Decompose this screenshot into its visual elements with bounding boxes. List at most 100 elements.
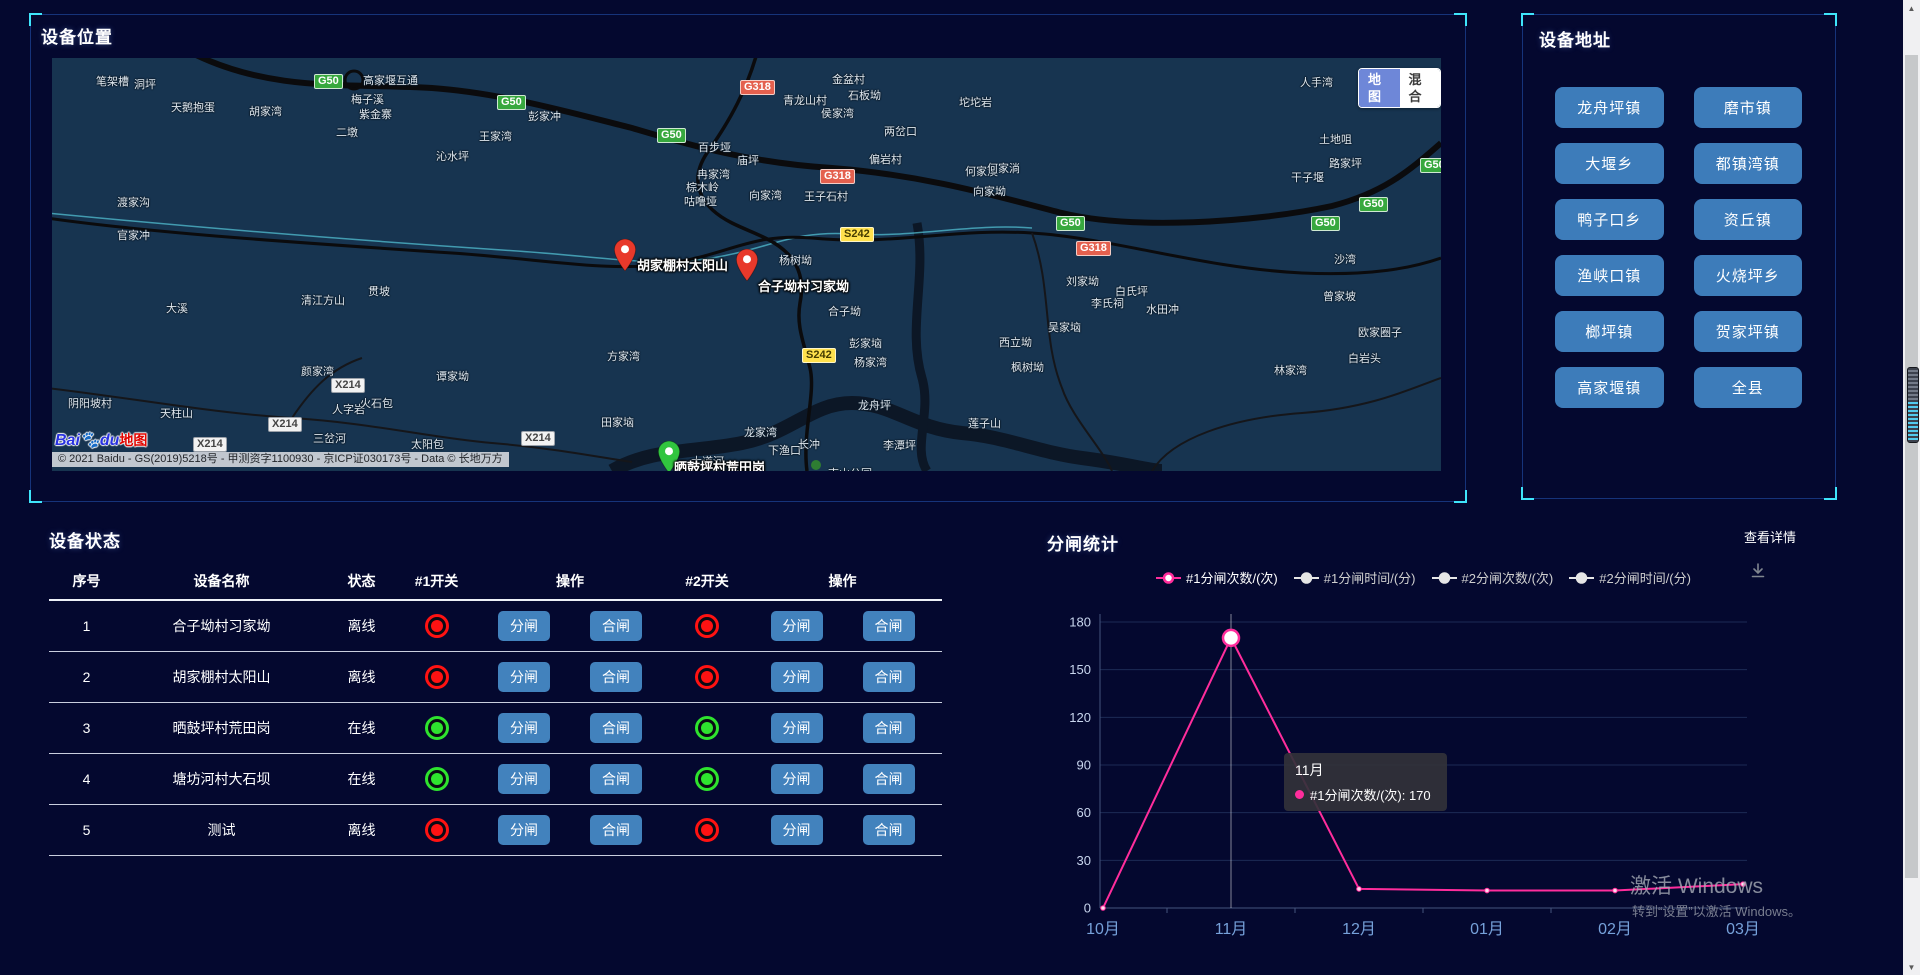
baidu-logo: Bai🐾du地图: [55, 430, 147, 450]
row-index: 3: [82, 720, 91, 736]
table-header-row: 序号 设备名称 状态 #1开关 操作 #2开关 操作: [49, 563, 942, 601]
operation2-cell: 分闸 合闸: [743, 611, 942, 641]
map-place-label: 偏岩村: [869, 154, 902, 166]
map-marker-pin[interactable]: [657, 440, 681, 471]
road-badge: X214: [268, 417, 302, 432]
road-badge: S242: [840, 227, 874, 242]
map-place-label: 百步垭: [698, 142, 731, 154]
legend-item[interactable]: #1分闸次数/(次): [1156, 568, 1278, 587]
column-header: 序号: [72, 573, 101, 589]
map-place-label: 杨树坳: [779, 255, 812, 267]
svg-text:150: 150: [1069, 662, 1091, 677]
close-switch-button[interactable]: 合闸: [862, 815, 915, 845]
open-switch-button[interactable]: 分闸: [498, 815, 550, 845]
device-address-panel: 设备地址 龙舟坪镇 磨市镇 大堰乡 都镇湾镇 鸭子口乡 资丘镇 渔峡口镇 火烧坪乡 榔坪镇 贺家坪…: [1521, 13, 1837, 500]
legend-item[interactable]: #2分闸次数/(次): [1431, 568, 1553, 587]
legend-item[interactable]: #2分闸时间/(分): [1569, 568, 1691, 587]
address-town-button[interactable]: 榔坪镇: [1555, 311, 1664, 352]
close-switch-button[interactable]: 合闸: [590, 611, 642, 641]
scrollbar-thumb[interactable]: [1905, 55, 1918, 878]
address-town-button[interactable]: 全县: [1693, 367, 1802, 408]
device-status: 离线: [347, 669, 376, 685]
open-switch-button[interactable]: 分闸: [498, 611, 550, 641]
baidu-map[interactable]: 笔架槽 洞坪 天鹅抱蛋 胡家湾 高家堰互通 梅子溪 紫金寨 二墩 王家湾 彭家冲 沁水坪 金盆村 石板坳…: [52, 58, 1441, 471]
map-place-label: 土地咀: [1319, 134, 1352, 146]
scroll-widget[interactable]: [1907, 367, 1919, 443]
svg-text:10月: 10月: [1086, 921, 1120, 938]
svg-text:0: 0: [1084, 901, 1091, 916]
download-icon[interactable]: [1749, 562, 1767, 585]
map-place-label: 天鹅抱蛋: [171, 102, 215, 114]
open-switch-button[interactable]: 分闸: [498, 662, 550, 692]
map-place-label: 南山公园: [828, 465, 872, 471]
open-switch-button[interactable]: 分闸: [770, 662, 823, 692]
scrollbar-up-arrow[interactable]: ▲: [1907, 3, 1916, 13]
close-switch-button[interactable]: 合闸: [590, 815, 642, 845]
switch-indicator: [695, 818, 719, 842]
address-town-button[interactable]: 龙舟坪镇: [1555, 87, 1664, 128]
road-badge: G318: [1076, 241, 1111, 256]
open-switch-button[interactable]: 分闸: [770, 713, 823, 743]
road-badge: G50: [1359, 197, 1388, 212]
map-place-label: 枫树坳: [1011, 362, 1044, 374]
close-switch-button[interactable]: 合闸: [862, 662, 915, 692]
map-copyright: © 2021 Baidu - GS(2019)5218号 - 甲测资字11009…: [52, 452, 509, 467]
address-town-button[interactable]: 大堰乡: [1555, 143, 1664, 184]
map-place-label: 彭家冲: [528, 111, 561, 123]
map-place-label: 谭家坳: [436, 371, 469, 383]
column-header: 设备名称: [193, 573, 250, 589]
open-switch-button[interactable]: 分闸: [770, 611, 823, 641]
address-town-button[interactable]: 都镇湾镇: [1693, 143, 1802, 184]
close-switch-button[interactable]: 合闸: [590, 764, 642, 794]
open-switch-button[interactable]: 分闸: [498, 713, 550, 743]
switch-indicator: [424, 665, 449, 689]
address-town-button[interactable]: 高家堰镇: [1555, 367, 1664, 408]
operation-buttons: 分闸 合闸: [770, 662, 915, 692]
road-badge: G50: [1311, 216, 1340, 231]
tooltip-value: #1分闸次数/(次): 170: [1310, 788, 1431, 803]
svg-text:01月: 01月: [1470, 921, 1504, 938]
map-place-label: 胡家湾: [249, 106, 282, 118]
switch-indicator: [424, 818, 449, 842]
address-town-button[interactable]: 渔峡口镇: [1555, 255, 1664, 296]
address-town-button[interactable]: 火烧坪乡: [1693, 255, 1802, 296]
map-type-hybrid-button[interactable]: 混合: [1399, 69, 1440, 107]
map-marker-pin[interactable]: [613, 238, 637, 272]
view-details-link[interactable]: 查看详情: [1744, 530, 1797, 545]
address-town-button[interactable]: 贺家坪镇: [1693, 311, 1802, 352]
map-place-label: 田家垴: [601, 417, 634, 429]
map-place-label: 紫金寨: [359, 109, 392, 121]
address-town-button[interactable]: 磨市镇: [1693, 87, 1802, 128]
map-place-label: 高家堰互通: [363, 75, 418, 87]
address-town-button[interactable]: 资丘镇: [1693, 199, 1802, 240]
close-switch-button[interactable]: 合闸: [590, 662, 642, 692]
map-place-label: 两岔口: [884, 126, 917, 138]
road-badge: G50: [497, 95, 526, 110]
switch1-cell: [404, 665, 469, 689]
device-location-panel: 设备位置 笔架槽 洞坪 天鹅抱蛋 胡家湾 高家堰互: [29, 13, 1467, 503]
switch2-cell: [671, 818, 743, 842]
switch2-cell: [671, 767, 743, 791]
page-scrollbar[interactable]: ▲ ▼: [1903, 0, 1920, 975]
column-header: 操作: [556, 573, 584, 589]
open-switch-button[interactable]: 分闸: [498, 764, 550, 794]
close-switch-button[interactable]: 合闸: [862, 611, 915, 641]
scrollbar-down-arrow[interactable]: ▼: [1907, 962, 1916, 972]
device-name: 测试: [207, 822, 236, 838]
close-switch-button[interactable]: 合闸: [862, 764, 915, 794]
address-town-button[interactable]: 鸭子口乡: [1555, 199, 1664, 240]
map-marker-pin[interactable]: [735, 248, 759, 282]
map-place-label: 刘家坳: [1066, 276, 1099, 288]
legend-item[interactable]: #1分闸时间/(分): [1293, 568, 1416, 587]
open-switch-button[interactable]: 分闸: [770, 815, 823, 845]
map-place-label: 天柱山: [160, 408, 193, 420]
switch-indicator: [695, 767, 719, 791]
device-status: 在线: [347, 771, 376, 787]
open-switch-button[interactable]: 分闸: [770, 764, 823, 794]
close-switch-button[interactable]: 合闸: [862, 713, 915, 743]
close-switch-button[interactable]: 合闸: [590, 713, 642, 743]
device-status: 在线: [347, 720, 376, 736]
map-type-map-button[interactable]: 地图: [1359, 69, 1400, 107]
map-place-label: 颜家湾: [301, 366, 334, 378]
